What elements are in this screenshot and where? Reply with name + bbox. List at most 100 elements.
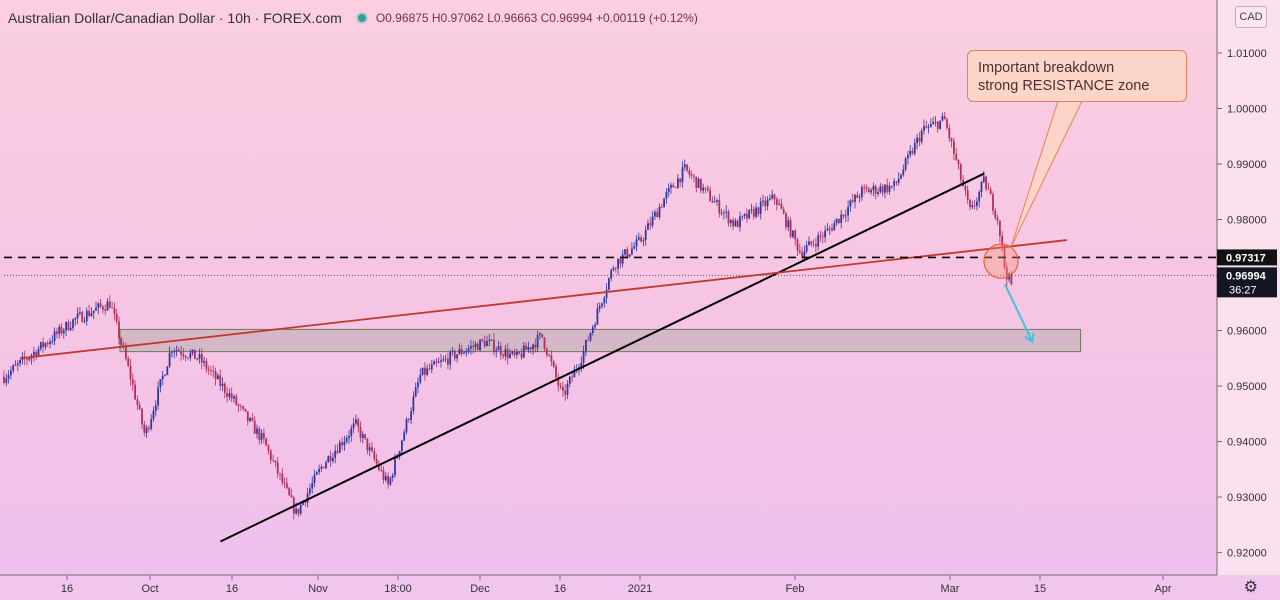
candle-bull bbox=[338, 442, 341, 453]
candle-bull bbox=[62, 330, 65, 334]
candle-bull bbox=[315, 472, 318, 475]
candle-bull bbox=[306, 493, 309, 503]
candle-bull bbox=[325, 462, 327, 469]
candle-bull bbox=[463, 352, 465, 354]
candle-bull bbox=[79, 312, 81, 314]
candle-bull bbox=[833, 223, 836, 231]
candle-bear bbox=[732, 219, 734, 227]
candle-bull bbox=[725, 211, 728, 213]
candle-bull bbox=[585, 339, 587, 352]
candle-bull bbox=[189, 353, 192, 358]
candle-bear bbox=[46, 343, 49, 345]
y-tick-label: 0.94000 bbox=[1227, 437, 1267, 449]
candle-bull bbox=[734, 220, 737, 227]
candle-bull bbox=[720, 213, 723, 214]
candle-bull bbox=[677, 178, 679, 188]
annotation-line-2: strong RESISTANCE zone bbox=[978, 78, 1150, 94]
candle-bear bbox=[60, 326, 63, 334]
candle-bull bbox=[16, 363, 19, 365]
candle-bull bbox=[368, 447, 371, 451]
candle-bull bbox=[465, 351, 468, 353]
candle-bear bbox=[946, 119, 948, 128]
candle-bear bbox=[108, 301, 111, 308]
candle-bull bbox=[74, 318, 77, 320]
projection-arrow-head-icon bbox=[1024, 332, 1035, 344]
candle-bear bbox=[996, 217, 999, 221]
candle-bear bbox=[950, 138, 953, 142]
candle-bear bbox=[559, 385, 562, 387]
candle-bear bbox=[1005, 267, 1008, 280]
candle-bear bbox=[180, 351, 182, 355]
candle-bear bbox=[235, 396, 238, 405]
candle-bull bbox=[647, 223, 649, 230]
candle-bear bbox=[120, 338, 123, 345]
x-tick-label: Mar bbox=[941, 583, 960, 595]
candle-bear bbox=[424, 367, 426, 375]
candle-bull bbox=[522, 345, 525, 358]
candle-bull bbox=[495, 350, 498, 352]
candle-bull bbox=[318, 468, 320, 473]
candle-bull bbox=[511, 351, 514, 354]
candle-bear bbox=[387, 476, 389, 485]
candle-bull bbox=[884, 184, 886, 193]
settings-gear-icon[interactable]: ⚙ bbox=[1243, 579, 1258, 596]
candle-bull bbox=[568, 376, 571, 384]
candle-bull bbox=[191, 349, 194, 354]
candle-bull bbox=[566, 383, 569, 395]
support-trendline[interactable] bbox=[220, 172, 985, 543]
candle-bull bbox=[433, 361, 435, 365]
support-zone[interactable] bbox=[119, 328, 1082, 353]
candle-bull bbox=[95, 307, 97, 311]
breakdown-highlight-circle[interactable] bbox=[983, 243, 1019, 279]
candles-group bbox=[3, 111, 1013, 520]
candle-bear bbox=[831, 228, 833, 231]
candle-bear bbox=[483, 340, 486, 347]
candle-bull bbox=[644, 229, 647, 240]
candle-bull bbox=[12, 365, 15, 371]
candle-bear bbox=[127, 358, 130, 366]
candle-bear bbox=[842, 214, 845, 217]
candle-bear bbox=[207, 369, 210, 371]
candle-bear bbox=[812, 243, 815, 245]
candle-bear bbox=[874, 186, 877, 194]
symbol-title[interactable]: Australian Dollar/Canadian Dollar · 10h … bbox=[8, 10, 342, 26]
candle-bear bbox=[341, 442, 343, 446]
candle-bear bbox=[686, 164, 688, 171]
candle-bear bbox=[656, 211, 659, 218]
currency-button[interactable]: CAD bbox=[1235, 6, 1267, 28]
candle-bull bbox=[53, 331, 56, 342]
candle-bull bbox=[665, 192, 668, 199]
candle-bear bbox=[690, 174, 693, 176]
candle-bear bbox=[407, 419, 410, 420]
candle-bull bbox=[976, 201, 978, 207]
candle-bear bbox=[322, 466, 325, 469]
resistance-price-label: 0.97317 bbox=[1226, 252, 1266, 264]
candle-bull bbox=[637, 237, 640, 240]
candle-bull bbox=[787, 220, 790, 228]
candle-bull bbox=[313, 474, 316, 484]
candle-bear bbox=[493, 339, 495, 352]
candle-bear bbox=[131, 379, 134, 385]
candle-bull bbox=[49, 341, 51, 345]
candle-bear bbox=[543, 337, 546, 349]
x-tick-label: Nov bbox=[308, 583, 328, 595]
candle-bull bbox=[702, 187, 705, 191]
candle-bull bbox=[83, 320, 86, 322]
candle-bull bbox=[355, 419, 357, 424]
annotation-callout[interactable]: Important breakdown strong RESISTANCE zo… bbox=[967, 50, 1187, 102]
candle-bear bbox=[336, 450, 339, 453]
candle-bear bbox=[281, 473, 284, 483]
candle-bear bbox=[794, 230, 797, 240]
candle-bull bbox=[858, 197, 861, 198]
candle-bull bbox=[621, 254, 624, 264]
red-trendline[interactable] bbox=[19, 239, 1067, 360]
candle-bear bbox=[214, 370, 217, 380]
projection-arrow[interactable] bbox=[1004, 284, 1034, 343]
candle-bear bbox=[125, 347, 127, 359]
candle-bull bbox=[405, 419, 408, 433]
candle-bear bbox=[265, 438, 268, 446]
candle-bull bbox=[805, 245, 808, 252]
candle-bear bbox=[518, 351, 521, 354]
candle-bear bbox=[918, 137, 921, 142]
